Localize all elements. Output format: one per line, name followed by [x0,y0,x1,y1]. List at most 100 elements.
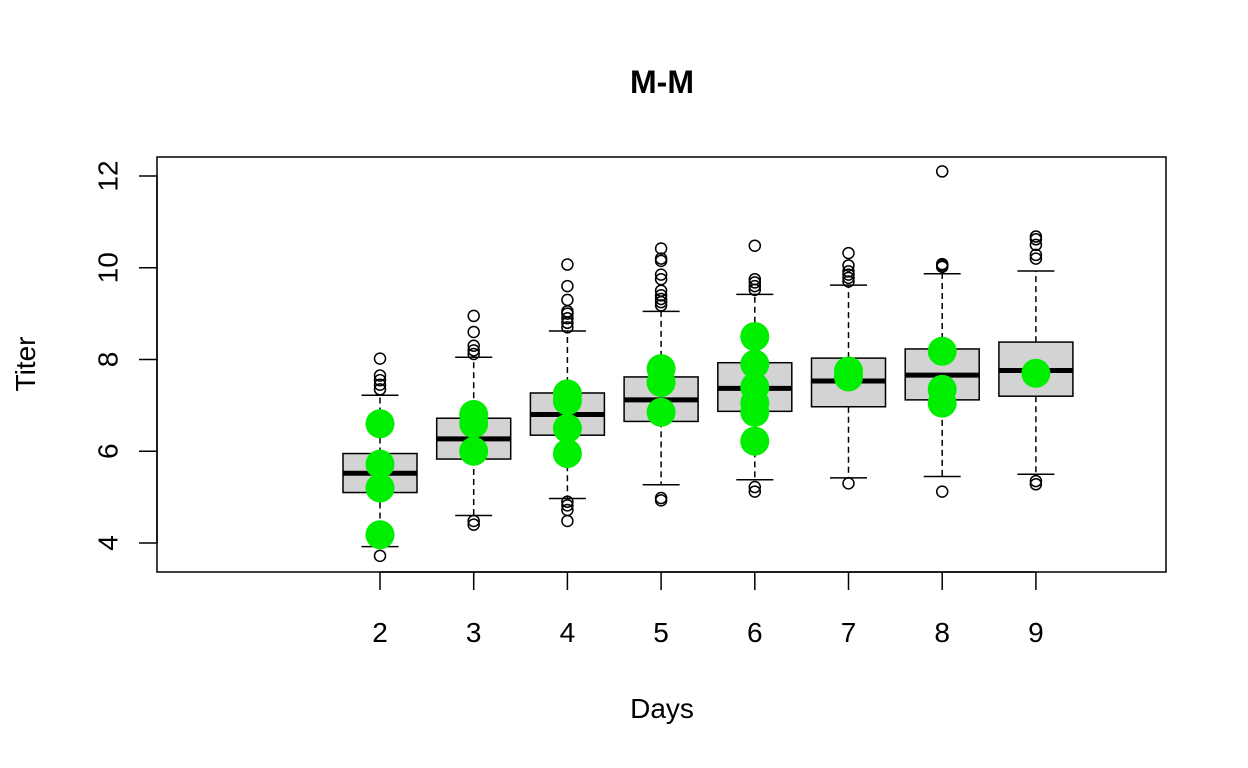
x-tick-label: 4 [560,617,576,648]
outlier-point [748,276,762,289]
observed-point [1021,358,1051,388]
y-tick-label: 4 [92,535,123,551]
outlier-point [842,268,855,281]
observed-point [365,409,395,439]
observed-point [834,362,863,392]
outlier-point [467,325,480,339]
y-tick-label: 8 [92,352,123,368]
outlier-point [748,272,762,286]
outlier-point [467,514,480,528]
outlier-point [1029,230,1043,243]
outlier-point [654,268,668,281]
outlier-point [842,265,855,278]
outlier-point [935,165,949,178]
outlier-point [1029,478,1043,491]
box-day-4 [529,258,606,528]
observed-point [740,397,770,427]
outlier-point [561,499,574,512]
observed-point [740,349,770,379]
observed-point [552,439,582,469]
outlier-point [935,257,949,271]
outlier-point [561,503,574,517]
outlier-point [373,383,387,396]
outlier-point [1029,238,1043,252]
observed-point [646,367,676,397]
x-tick-label: 8 [934,617,950,648]
chart-title: M-M [630,64,694,100]
outlier-point [373,373,387,387]
outlier-point [561,311,574,325]
outlier-point [561,279,574,293]
box-day-6 [717,239,793,498]
outlier-point [1029,474,1043,488]
observed-point [459,436,489,466]
x-tick-label: 7 [841,617,857,648]
x-tick-label: 3 [466,617,482,648]
observed-point [740,322,770,352]
outlier-point [561,495,574,508]
observed-point [740,426,770,456]
outlier-point [654,292,668,306]
outlier-point [842,477,855,490]
box-day-9 [998,230,1074,491]
outlier-point [561,321,574,334]
outlier-point [561,258,574,271]
observed-point [552,413,582,443]
outlier-point [1029,248,1043,262]
outlier-point [748,480,762,494]
outlier-point [748,279,762,293]
observed-point [365,520,395,550]
observed-point [552,386,582,416]
y-axis-label: Titer [10,337,41,392]
outlier-point [654,272,668,286]
outlier-point [373,378,387,391]
outlier-point [842,271,855,285]
observed-point [365,473,395,503]
outlier-point [654,242,668,255]
box-day-7 [810,246,887,490]
outlier-point [654,289,668,302]
outlier-point [467,347,480,361]
observed-point [646,397,676,427]
observed-point [927,336,957,366]
x-tick-label: 6 [747,617,763,648]
x-axis: 2 3 4 5 6 7 8 9 [372,571,1044,648]
outlier-point [654,299,668,312]
outlier-point [467,309,480,323]
observed-point [927,388,957,418]
outlier-point [467,339,480,352]
y-tick-label: 6 [92,443,123,459]
outlier-point [748,485,762,498]
y-tick-label: 12 [92,160,123,191]
outlier-point [935,485,949,498]
y-axis: 4 6 8 10 12 [92,160,158,551]
box-day-8 [904,165,980,498]
x-axis-label: Days [630,693,694,724]
box-day-2 [342,352,418,563]
outlier-point [561,293,574,307]
x-tick-label: 2 [372,617,388,648]
box-day-5 [623,242,699,507]
outlier-point [561,514,574,528]
outlier-point [467,344,480,357]
outlier-point [748,239,762,252]
outlier-point [467,518,480,531]
x-tick-label: 5 [653,617,669,648]
observed-point [459,409,489,439]
outlier-point [373,369,387,382]
outlier-point [842,275,855,288]
outlier-point [842,259,855,272]
outlier-point [1029,252,1043,265]
outlier-point [373,352,387,365]
outlier-point [842,246,855,260]
y-tick-label: 10 [92,252,123,283]
outlier-point [373,549,387,563]
outlier-point [654,491,668,505]
box-day-3 [435,309,512,531]
outlier-point [654,252,668,265]
box-series [342,165,1074,563]
observed-point [365,449,395,479]
x-tick-label: 9 [1028,617,1044,648]
